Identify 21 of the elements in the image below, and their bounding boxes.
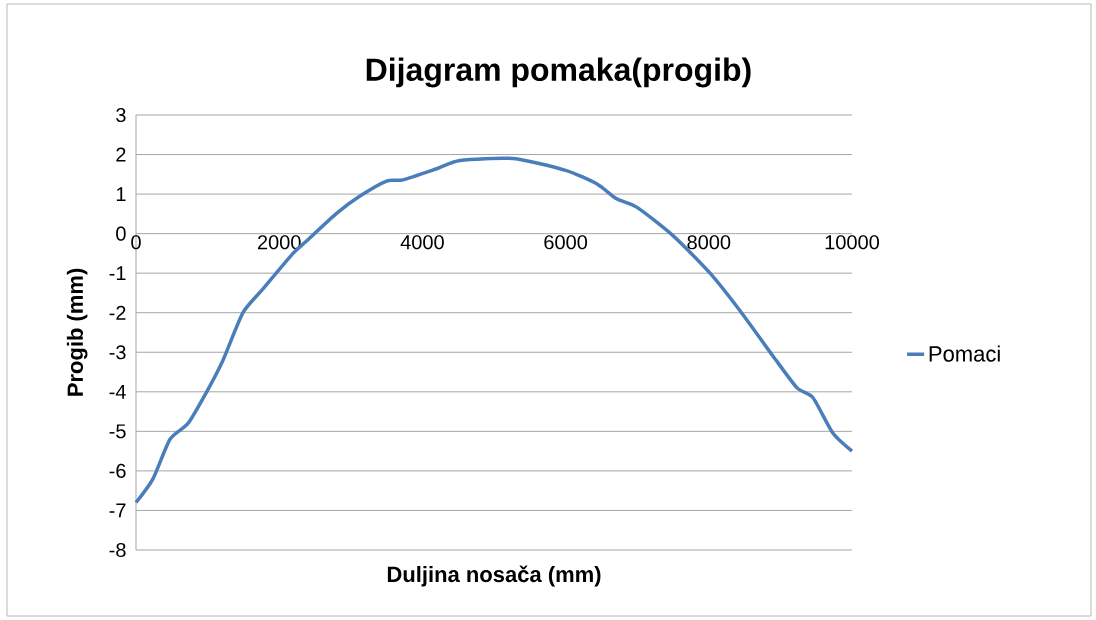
- x-tick-label: 10000: [825, 235, 880, 250]
- y-tick-label: -6: [109, 463, 126, 478]
- y-tick-label: -4: [109, 384, 126, 399]
- x-tick-label: 8000: [687, 235, 731, 250]
- y-tick-label: 3: [116, 107, 126, 123]
- y-tick-label: -3: [109, 345, 126, 360]
- x-axis-title: Duljina nosača (mm): [387, 565, 601, 587]
- y-tick-label: -7: [109, 503, 126, 518]
- y-tick-label: -5: [109, 424, 126, 439]
- x-tick-label: 0: [131, 235, 141, 250]
- y-tick-label: -2: [109, 305, 126, 320]
- y-tick-label: 1: [116, 187, 126, 201]
- y-tick-label: -1: [109, 266, 126, 281]
- x-tick-label: 6000: [544, 235, 588, 250]
- y-axis-title: Progib (mm): [66, 268, 88, 396]
- x-tick-label: 2000: [257, 235, 301, 250]
- legend-label: Pomaci: [929, 345, 1000, 362]
- x-tick-label: 4000: [400, 235, 444, 250]
- chart-title: Dijagram pomaka(progib): [366, 57, 751, 88]
- y-tick-label: -8: [109, 542, 126, 558]
- y-tick-label: 2: [116, 147, 126, 162]
